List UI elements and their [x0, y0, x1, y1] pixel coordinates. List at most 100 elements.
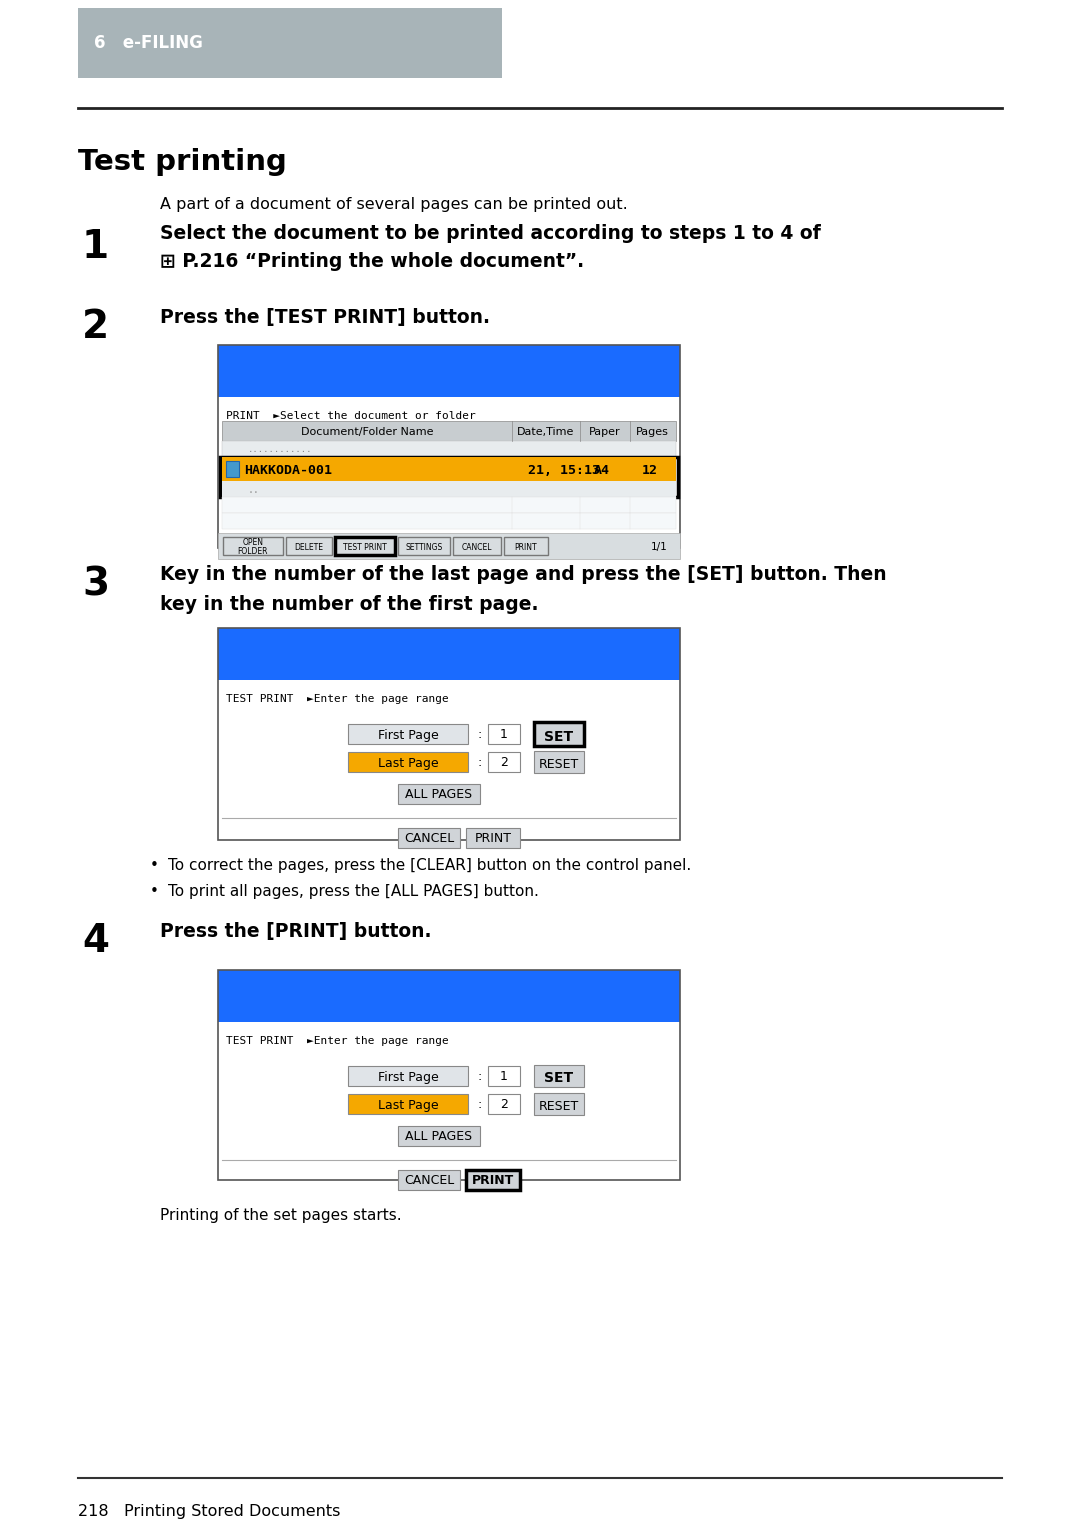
Text: ALL PAGES: ALL PAGES — [405, 789, 473, 801]
Text: RESET: RESET — [539, 757, 579, 771]
Text: 1: 1 — [500, 1071, 508, 1083]
Text: •: • — [150, 884, 159, 899]
Bar — [222, 481, 676, 497]
Text: Last Page: Last Page — [378, 1099, 438, 1111]
Bar — [465, 1170, 519, 1190]
Bar — [218, 533, 680, 559]
Bar — [348, 1094, 468, 1114]
Text: CANCEL: CANCEL — [462, 543, 492, 551]
Text: PRINT  ►Select the document or folder: PRINT ►Select the document or folder — [226, 410, 476, 421]
Text: SETTINGS: SETTINGS — [405, 543, 443, 551]
Text: A4: A4 — [594, 464, 610, 478]
Bar — [534, 722, 584, 746]
Bar — [218, 971, 680, 1180]
Text: TEST PRINT  ►Enter the page range: TEST PRINT ►Enter the page range — [226, 1036, 449, 1045]
Bar — [218, 345, 680, 397]
Bar — [220, 456, 678, 497]
Bar — [286, 537, 332, 555]
Bar — [453, 537, 501, 555]
Bar — [335, 537, 395, 555]
Text: First Page: First Page — [378, 1071, 438, 1083]
Bar — [534, 1093, 584, 1116]
Text: RESET: RESET — [539, 1100, 579, 1112]
Text: :: : — [477, 728, 482, 742]
Bar — [534, 1065, 584, 1087]
Bar — [222, 513, 676, 530]
Bar — [218, 971, 680, 1022]
Text: ⊞ P.216 “Printing the whole document”.: ⊞ P.216 “Printing the whole document”. — [160, 252, 584, 272]
Bar — [348, 1067, 468, 1087]
Bar — [218, 345, 680, 548]
Text: SET: SET — [544, 1071, 573, 1085]
Bar — [488, 1094, 519, 1114]
Text: 2: 2 — [82, 308, 109, 346]
Bar — [399, 829, 460, 848]
Bar — [222, 421, 676, 441]
Text: Press the [TEST PRINT] button.: Press the [TEST PRINT] button. — [160, 308, 490, 327]
Bar — [488, 752, 519, 772]
Text: PRINT: PRINT — [472, 1175, 514, 1187]
Bar — [348, 723, 468, 745]
Text: First Page: First Page — [378, 728, 438, 742]
Text: To print all pages, press the [ALL PAGES] button.: To print all pages, press the [ALL PAGES… — [168, 884, 539, 899]
Bar — [218, 629, 680, 839]
Text: ............: ............ — [248, 446, 312, 455]
Text: CANCEL: CANCEL — [404, 1175, 454, 1187]
Text: •: • — [150, 858, 159, 873]
Text: 1/1: 1/1 — [651, 542, 669, 552]
Text: :: : — [477, 1071, 482, 1083]
Text: SET: SET — [544, 729, 573, 745]
Bar — [78, 8, 502, 78]
Bar — [218, 397, 680, 548]
Text: OPEN
FOLDER: OPEN FOLDER — [238, 537, 268, 557]
Text: 6   e-FILING: 6 e-FILING — [94, 34, 203, 52]
Bar — [488, 1067, 519, 1087]
Bar — [222, 441, 676, 456]
Bar — [534, 751, 584, 774]
Text: Paper: Paper — [590, 427, 621, 436]
Bar — [348, 752, 468, 772]
Bar — [218, 681, 680, 839]
Text: Printing of the set pages starts.: Printing of the set pages starts. — [160, 1209, 402, 1222]
Text: Pages: Pages — [635, 427, 669, 436]
Bar — [465, 829, 519, 848]
Text: ALL PAGES: ALL PAGES — [405, 1131, 473, 1143]
Text: TEST PRINT  ►Enter the page range: TEST PRINT ►Enter the page range — [226, 694, 449, 703]
Text: Test printing: Test printing — [78, 148, 287, 175]
Text: 3: 3 — [82, 565, 109, 603]
Bar — [399, 537, 450, 555]
Bar — [488, 723, 519, 745]
Text: TEST PRINT: TEST PRINT — [343, 543, 387, 551]
Text: Date,Time: Date,Time — [517, 427, 575, 436]
Text: Press the [PRINT] button.: Press the [PRINT] button. — [160, 922, 432, 942]
Text: Last Page: Last Page — [378, 757, 438, 769]
Bar — [218, 629, 680, 681]
Text: 12: 12 — [642, 464, 658, 478]
Bar — [399, 1126, 480, 1146]
Text: :: : — [477, 1099, 482, 1111]
Bar — [218, 1022, 680, 1180]
Text: Document/Folder Name: Document/Folder Name — [300, 427, 433, 436]
Text: CANCEL: CANCEL — [404, 833, 454, 845]
Text: A part of a document of several pages can be printed out.: A part of a document of several pages ca… — [160, 197, 627, 212]
Text: PRINT: PRINT — [515, 543, 538, 551]
Text: HAKKODA-001: HAKKODA-001 — [244, 464, 332, 478]
Bar — [222, 537, 283, 555]
Text: 21, 15:13: 21, 15:13 — [528, 464, 600, 478]
Text: To correct the pages, press the [CLEAR] button on the control panel.: To correct the pages, press the [CLEAR] … — [168, 858, 691, 873]
Text: Key in the number of the last page and press the [SET] button. Then: Key in the number of the last page and p… — [160, 565, 887, 584]
Bar — [222, 456, 676, 481]
Text: :: : — [477, 757, 482, 769]
Text: 4: 4 — [82, 922, 109, 960]
Text: key in the number of the first page.: key in the number of the first page. — [160, 595, 539, 613]
Text: Select the document to be printed according to steps 1 to 4 of: Select the document to be printed accord… — [160, 224, 821, 243]
Bar — [226, 461, 239, 478]
Text: DELETE: DELETE — [295, 543, 324, 551]
Bar — [222, 497, 676, 513]
Bar — [399, 1170, 460, 1190]
Bar — [399, 784, 480, 804]
Text: ..: .. — [248, 485, 260, 494]
Text: 2: 2 — [500, 757, 508, 769]
Text: 1: 1 — [500, 728, 508, 742]
Text: 218   Printing Stored Documents: 218 Printing Stored Documents — [78, 1505, 340, 1518]
